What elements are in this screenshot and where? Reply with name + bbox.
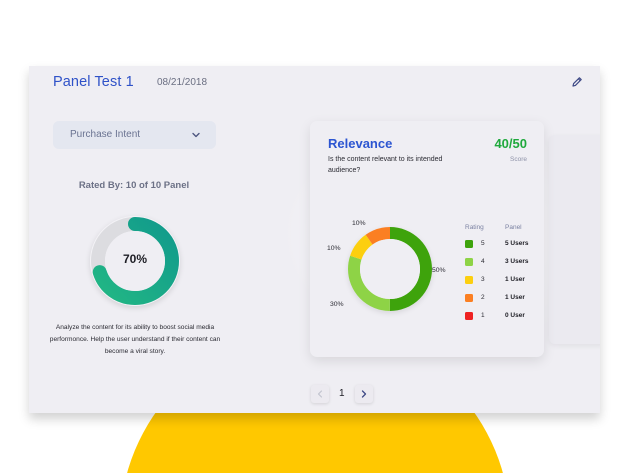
legend-row: 2 1 User bbox=[465, 294, 540, 304]
legend-swatch bbox=[465, 276, 473, 284]
donut-label-rating-5: 50% bbox=[432, 267, 446, 274]
legend-users: 1 User bbox=[505, 276, 525, 283]
panel-test-window: Panel Test 1 08/21/2018 Purchase Intent … bbox=[29, 66, 600, 413]
legend-rating: 5 bbox=[481, 240, 485, 247]
legend-header-rating: Rating bbox=[465, 224, 484, 231]
donut-label-rating-2: 10% bbox=[352, 220, 366, 227]
relevance-card: Relevance 40/50 Score Is the content rel… bbox=[310, 121, 544, 357]
legend-header-panel: Panel bbox=[505, 224, 522, 231]
chevron-down-icon bbox=[192, 132, 200, 138]
legend-users: 1 User bbox=[505, 294, 525, 301]
chevron-left-icon bbox=[317, 390, 323, 398]
overall-score-gauge: 70% bbox=[90, 216, 180, 306]
rated-by-label: Rated By: 10 of 10 Panel bbox=[78, 180, 190, 191]
test-date: 08/21/2018 bbox=[157, 77, 208, 88]
gauge-value: 70% bbox=[122, 252, 148, 266]
metric-dropdown[interactable]: Purchase Intent bbox=[53, 121, 216, 149]
legend-row: 3 1 User bbox=[465, 276, 540, 286]
legend-users: 5 Users bbox=[505, 240, 529, 247]
edit-button[interactable] bbox=[570, 75, 584, 89]
legend-row: 4 3 Users bbox=[465, 258, 540, 268]
gauge-ring bbox=[91, 217, 179, 305]
legend-swatch bbox=[465, 294, 473, 302]
donut-label-rating-4: 30% bbox=[330, 301, 344, 308]
legend-row: 5 5 Users bbox=[465, 240, 540, 250]
prev-page-button[interactable] bbox=[311, 385, 329, 403]
legend-rating: 2 bbox=[481, 294, 485, 301]
legend-row: 1 0 User bbox=[465, 312, 540, 322]
next-page-button[interactable] bbox=[355, 385, 373, 403]
legend-rating: 4 bbox=[481, 258, 485, 265]
pencil-icon bbox=[572, 77, 582, 87]
card-score: 40/50 bbox=[494, 136, 527, 151]
page-title: Panel Test 1 bbox=[53, 74, 134, 90]
next-card-preview[interactable] bbox=[549, 135, 600, 344]
card-question: Is the content relevant to its intended … bbox=[328, 156, 443, 174]
legend-swatch bbox=[465, 312, 473, 320]
legend-users: 3 Users bbox=[505, 258, 529, 265]
donut-svg bbox=[348, 227, 432, 311]
legend-users: 0 User bbox=[505, 312, 525, 319]
card-score-label: Score bbox=[510, 156, 527, 163]
legend-swatch bbox=[465, 258, 473, 266]
rating-donut-chart bbox=[348, 227, 432, 311]
card-title: Relevance bbox=[328, 136, 393, 151]
current-page: 1 bbox=[339, 388, 345, 399]
dropdown-selected-value: Purchase Intent bbox=[70, 129, 141, 140]
donut-label-rating-3: 10% bbox=[327, 245, 341, 252]
legend-rating: 1 bbox=[481, 312, 485, 319]
legend-rating: 3 bbox=[481, 276, 485, 283]
metric-description: Analyze the content for its ability to b… bbox=[49, 324, 221, 355]
chevron-right-icon bbox=[361, 390, 367, 398]
legend-swatch bbox=[465, 240, 473, 248]
